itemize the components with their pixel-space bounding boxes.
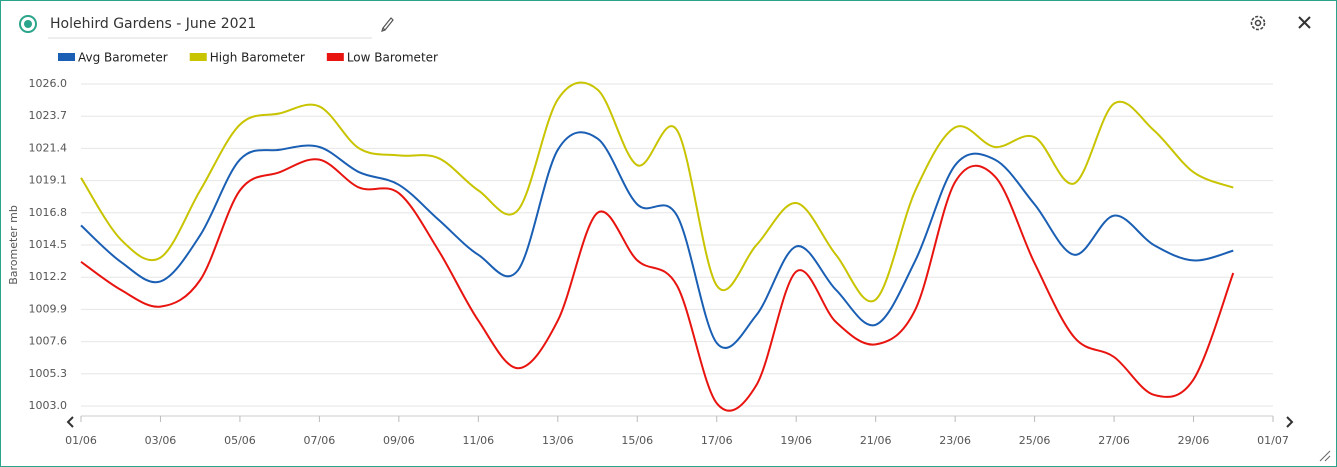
x-tick-label: 29/06 xyxy=(1178,434,1210,447)
x-tick-label: 01/07 xyxy=(1257,434,1289,447)
series-line xyxy=(80,158,1235,412)
y-tick-label: 1026.0 xyxy=(29,77,68,90)
y-tick-label: 1023.7 xyxy=(29,109,68,122)
y-tick-label: 1016.8 xyxy=(29,206,68,219)
series-line xyxy=(80,131,1234,349)
legend-swatch xyxy=(326,53,344,61)
legend-label: High Barometer xyxy=(210,51,305,65)
chart-title: Holehird Gardens - June 2021 xyxy=(50,16,256,32)
x-tick-label: 27/06 xyxy=(1098,434,1130,447)
x-tick-label: 11/06 xyxy=(462,434,494,447)
y-tick-label: 1012.2 xyxy=(29,270,68,283)
x-tick-label: 23/06 xyxy=(939,434,971,447)
y-tick-label: 1007.6 xyxy=(29,335,68,348)
x-tick-label: 07/06 xyxy=(304,434,336,447)
resize-handle[interactable] xyxy=(1319,450,1331,462)
legend-label: Avg Barometer xyxy=(78,51,168,65)
x-tick-label: 01/06 xyxy=(65,434,97,447)
y-tick-label: 1019.1 xyxy=(29,174,68,187)
edit-icon[interactable] xyxy=(381,17,394,32)
scroll-left[interactable] xyxy=(66,416,74,428)
y-tick-label: 1014.5 xyxy=(29,238,68,251)
close-icon[interactable] xyxy=(1298,16,1311,29)
x-tick-label: 09/06 xyxy=(383,434,415,447)
x-tick-label: 19/06 xyxy=(780,434,812,447)
y-tick-label: 1021.4 xyxy=(29,141,68,154)
x-tick-label: 15/06 xyxy=(621,434,653,447)
y-tick-label: 1003.0 xyxy=(29,399,68,412)
scroll-right[interactable] xyxy=(1286,416,1294,428)
y-tick-label: 1009.9 xyxy=(29,302,68,315)
x-tick-label: 13/06 xyxy=(542,434,574,447)
legend-label: Low Barometer xyxy=(347,51,438,65)
x-tick-label: 05/06 xyxy=(224,434,256,447)
y-axis-label: Barometer mb xyxy=(7,205,20,285)
x-tick-label: 21/06 xyxy=(860,434,892,447)
settings-icon[interactable] xyxy=(1250,15,1266,31)
y-tick-label: 1005.3 xyxy=(29,367,68,380)
legend-swatch xyxy=(58,53,75,61)
series-line xyxy=(80,81,1234,303)
legend-swatch xyxy=(189,53,207,61)
x-tick-label: 25/06 xyxy=(1019,434,1051,447)
x-tick-label: 17/06 xyxy=(701,434,733,447)
status-dot xyxy=(24,20,32,28)
status-icon xyxy=(19,15,37,33)
x-tick-label: 03/06 xyxy=(145,434,177,447)
